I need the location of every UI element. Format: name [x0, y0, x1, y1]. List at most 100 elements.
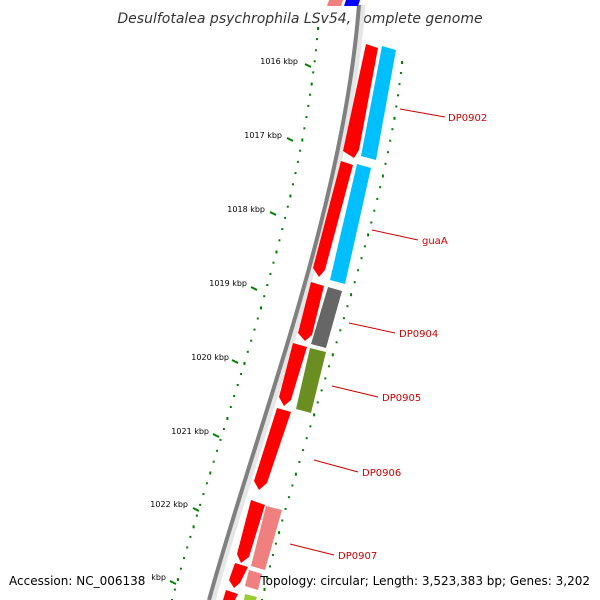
gc-dot [301, 138, 304, 142]
gc-dot [331, 353, 334, 357]
gc-dot [284, 216, 287, 219]
cds-arrow [229, 563, 248, 588]
tick-label: 1021 kbp [171, 427, 209, 436]
gc-dot [296, 160, 299, 163]
gc-dot [298, 460, 301, 463]
gene-label: DP0906 [362, 468, 401, 479]
gc-dot [222, 428, 225, 430]
gc-dot [176, 578, 179, 582]
leader-line [313, 459, 359, 473]
gc-dot [240, 373, 243, 375]
cds-block-pink [245, 570, 262, 590]
gc-dot [398, 83, 401, 86]
gc-dot [278, 531, 281, 535]
gc-dot [287, 496, 290, 499]
tick-label: 1016 kbp [260, 57, 298, 66]
gc-dot [236, 384, 239, 386]
gc-dot [335, 341, 338, 344]
gc-dot [316, 401, 319, 404]
gc-dot [313, 60, 316, 63]
gc-dot [367, 233, 370, 237]
gc-dot [376, 197, 379, 200]
gc-dot [272, 261, 275, 264]
gc-dot [299, 149, 302, 152]
gc-dot [310, 82, 313, 86]
cds-arrow [254, 408, 291, 490]
reverse-strand-cds [244, 0, 396, 600]
gc-dot [309, 425, 312, 428]
cds-block-gray [311, 287, 342, 348]
gc-dot [256, 317, 259, 320]
leader-line [348, 322, 396, 334]
gc-dot [312, 71, 315, 74]
leader-line [331, 385, 379, 398]
gc-dot [253, 328, 256, 331]
gc-dot [324, 377, 327, 380]
gc-dot [294, 172, 297, 175]
gc-dot [342, 317, 345, 320]
tick-1022: 1022 kbp [150, 500, 200, 512]
gc-dot [373, 209, 376, 212]
gc-dot [350, 293, 353, 297]
gc-dot [320, 389, 323, 392]
gc-dot [212, 460, 215, 463]
tick-mark [192, 507, 200, 512]
gc-dot [303, 127, 306, 130]
gc-dot [379, 186, 382, 189]
gc-dot [305, 116, 308, 119]
gc-dot [173, 588, 176, 591]
gc-dot [189, 535, 192, 538]
tick-1020: 1020 kbp [191, 353, 239, 364]
gc-dot [246, 350, 249, 353]
gc-dot [389, 139, 392, 142]
gc-dot [284, 507, 287, 510]
tick-label: 1017 kbp [244, 131, 282, 140]
gc-dot [357, 269, 360, 272]
tick-mark [269, 211, 277, 216]
backbone-shadow [208, 4, 366, 600]
gc-dot [233, 395, 236, 397]
gc-dot [309, 93, 311, 96]
gc-dot [192, 525, 195, 529]
gene-label: DP0902 [448, 113, 487, 124]
gc-dot [195, 514, 198, 517]
cds-block-lightgreen [244, 594, 257, 600]
cds-block-pink [251, 506, 282, 570]
leader-line [399, 108, 446, 118]
gc-dot [263, 295, 266, 298]
gc-dot [219, 438, 222, 441]
gc-dot [339, 329, 342, 332]
cds-arrow [298, 282, 324, 341]
gc-dot [307, 104, 310, 107]
tick-1016: 1016 kbp [260, 57, 312, 68]
gc-dot [353, 281, 356, 284]
gc-dot [363, 245, 366, 248]
gc-dot [291, 484, 294, 487]
gc-dot [281, 228, 284, 231]
gc-dot [317, 27, 319, 30]
gene-label: DP0907 [338, 551, 377, 562]
gc-dot [292, 183, 294, 186]
tick-label: kbp [151, 573, 166, 582]
gc-dot [269, 565, 271, 568]
gc-dot [314, 49, 317, 52]
cds-arrow [237, 500, 265, 563]
gc-dot [384, 162, 387, 165]
gc-dot [302, 449, 305, 452]
cds-block-olive [296, 348, 326, 413]
tick-1017: 1017 kbp [244, 131, 294, 142]
tick-1019: 1019 kbp [209, 279, 258, 291]
tick-label: 1019 kbp [209, 279, 247, 288]
gc-dot [274, 542, 277, 545]
gc-dot [271, 554, 274, 556]
gc-dot [229, 406, 232, 408]
tick-mark [231, 359, 239, 364]
cds-arrow [313, 161, 353, 277]
gc-dot [397, 94, 399, 97]
cds-block-blue [344, 0, 360, 6]
tick-1023: kbp [151, 573, 177, 585]
gc-dot [243, 361, 246, 365]
gc-dot [250, 339, 253, 342]
gc-dot [286, 205, 289, 208]
